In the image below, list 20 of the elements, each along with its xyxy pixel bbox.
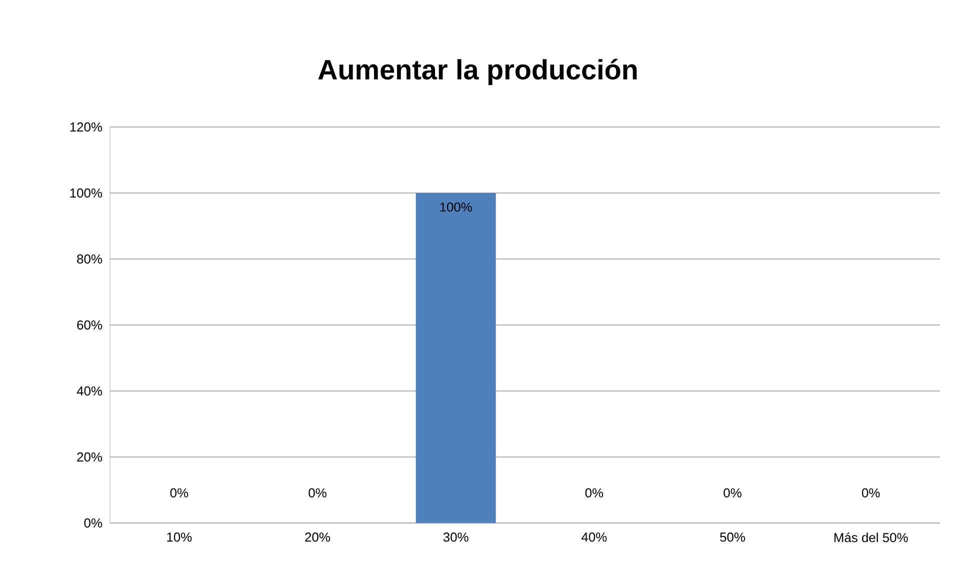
data-label: 0%	[585, 488, 604, 498]
x-tick-label: 50%	[720, 532, 746, 542]
y-tick-label: 0%	[84, 518, 102, 528]
y-tick-label: 60%	[77, 320, 102, 330]
data-label: 0%	[170, 488, 188, 498]
chart-title: Aumentar la producción	[318, 58, 637, 86]
x-tick-label: 30%	[443, 532, 468, 542]
data-label: 100%	[440, 202, 472, 212]
y-tick-label: 80%	[77, 254, 102, 264]
data-label: 0%	[308, 488, 326, 498]
x-tick-label: 10%	[167, 532, 192, 542]
x-tick-label: Más del 50%	[834, 532, 908, 542]
y-tick-label: 120%	[70, 122, 102, 132]
y-tick-label: 100%	[70, 188, 102, 198]
data-label: 0%	[724, 488, 742, 498]
x-tick-label: 40%	[582, 532, 607, 542]
y-tick-label: 20%	[77, 452, 102, 462]
x-tick-label: 20%	[305, 532, 330, 542]
data-label: 0%	[862, 488, 880, 498]
y-tick-label: 40%	[76, 386, 102, 396]
